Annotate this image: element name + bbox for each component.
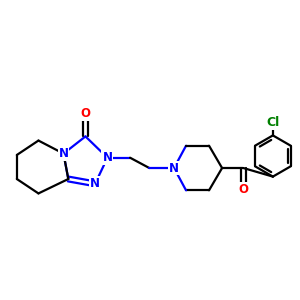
Text: O: O: [238, 183, 248, 196]
Text: N: N: [90, 177, 100, 190]
Text: N: N: [169, 161, 179, 175]
Text: O: O: [80, 106, 91, 120]
Text: N: N: [102, 151, 112, 164]
Text: Cl: Cl: [266, 116, 280, 129]
Text: N: N: [58, 147, 68, 160]
